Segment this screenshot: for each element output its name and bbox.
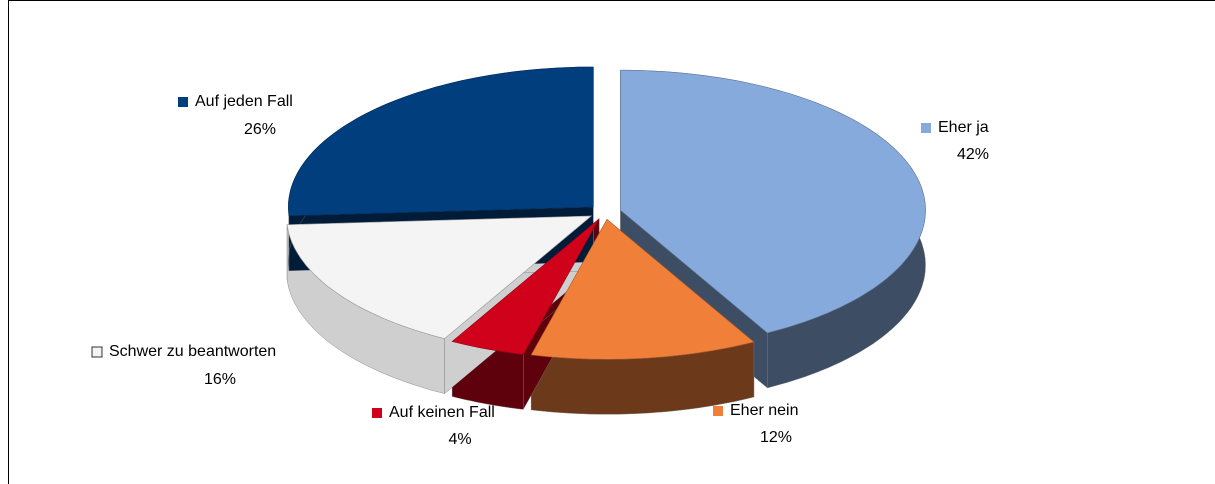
slice (288, 66, 594, 217)
labels: Eher ja 42% Eher nein 12% Auf keinen Fall 4% S… (91, 93, 989, 448)
value-label: 12% (760, 429, 792, 446)
slice-label: Eher ja (938, 119, 989, 136)
legend-swatch (372, 408, 382, 418)
slice-label: Schwer zu beantworten (109, 343, 276, 360)
slice (530, 218, 755, 360)
slice-label: Auf jeden Fall (195, 93, 293, 110)
slice (451, 218, 600, 355)
slice-label: Eher nein (730, 402, 799, 419)
legend-swatch (91, 346, 103, 358)
legend-swatch (921, 123, 931, 133)
pie (286, 66, 926, 415)
slice-label: Auf keinen Fall (389, 404, 495, 421)
legend-swatch (713, 406, 723, 416)
slice (286, 215, 593, 339)
value-label: 42% (957, 146, 989, 163)
value-label: 26% (244, 121, 276, 138)
slice (620, 69, 926, 334)
value-label: 4% (448, 431, 471, 448)
value-label: 16% (204, 371, 236, 388)
legend-swatch (178, 97, 188, 107)
